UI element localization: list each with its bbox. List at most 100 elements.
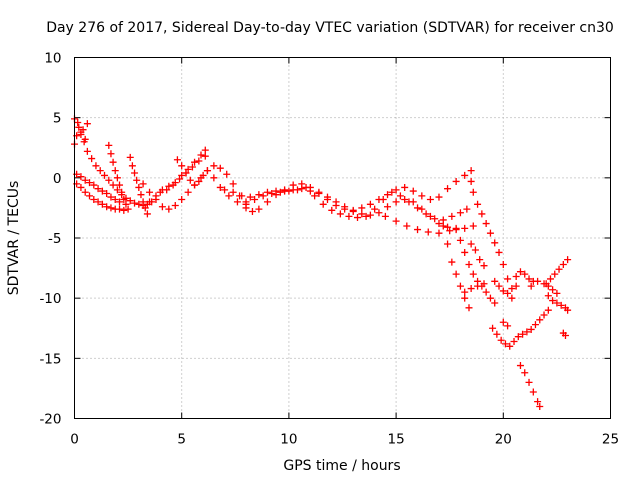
data-point-arc-11-1 [229, 188, 237, 196]
series-arc-20 [489, 306, 552, 350]
data-point-arc-8-0 [146, 198, 154, 206]
data-point-arc-7-5 [171, 202, 179, 210]
data-point-arc-10-36 [444, 223, 452, 231]
data-point-arc-10-5 [195, 177, 203, 185]
data-point-arc-10-34 [426, 212, 434, 220]
data-point-arc-10-35 [435, 220, 443, 228]
data-point-arc-3-2 [81, 176, 89, 184]
data-point-arc-12-12 [345, 212, 353, 220]
data-point-arc-11-16 [358, 204, 366, 212]
data-point-arc-25-1 [546, 275, 554, 283]
y-axis-label: SDTVAR / TECUs [6, 181, 22, 296]
data-point-arc-6-8 [143, 210, 151, 218]
data-point-arc-20-10 [531, 321, 539, 329]
data-point-arc-23-5 [553, 289, 561, 297]
data-point-arc-2-10 [116, 205, 124, 213]
data-point-arc-2-1 [77, 183, 85, 191]
data-point-arc-1-8 [101, 171, 109, 179]
data-point-arc-16-2 [476, 256, 484, 264]
data-point-arc-10-3 [186, 176, 194, 184]
data-point-arc-10-4 [191, 181, 199, 189]
data-point-arc-13-2 [403, 222, 411, 230]
series-arc-9 [156, 152, 209, 196]
data-point-arc-19-3 [504, 289, 512, 297]
data-point-arc-6-4 [135, 183, 143, 191]
data-point-arc-11-15 [349, 206, 357, 214]
data-point-arc-17-3 [480, 280, 488, 288]
data-point-arc-11-7 [281, 186, 289, 194]
data-point-arc-12-10 [328, 206, 336, 214]
data-point-arc-15-3 [465, 260, 473, 268]
data-point-arc-19-0 [491, 277, 499, 285]
data-point-arc-19-1 [495, 282, 503, 290]
data-point-arc-15-2 [461, 248, 469, 256]
data-point-arc-1-16 [135, 200, 143, 208]
data-point-arc-5-4 [113, 174, 121, 182]
data-series [71, 115, 572, 410]
series-arc-16 [467, 240, 488, 270]
data-point-arc-27-1 [561, 331, 569, 339]
series-arc-14 [439, 222, 473, 312]
data-point-arc-11-17 [366, 200, 374, 208]
chart-title: Day 276 of 2017, Sidereal Day-to-day VTE… [46, 20, 614, 36]
data-point-arc-1-10 [109, 181, 117, 189]
data-point-arc-11-9 [298, 180, 306, 188]
x-axis-label: GPS time / hours [283, 458, 400, 474]
data-point-arc-11-21 [401, 183, 409, 191]
data-point-arc-4-2 [75, 123, 83, 131]
data-point-arc-13-5 [435, 229, 443, 237]
data-point-arc-15-4 [469, 270, 477, 278]
data-point-arc-18-5 [486, 229, 494, 237]
data-point-arc-6-0 [126, 153, 134, 161]
data-point-arc-14-2 [448, 258, 456, 266]
data-point-arc-9-3 [176, 175, 184, 183]
data-point-arc-11-27 [452, 177, 460, 185]
data-point-arc-12-23 [439, 216, 447, 224]
x-tick-label: 20 [495, 432, 512, 448]
data-point-arc-2-5 [94, 198, 102, 206]
data-point-arc-11-12 [323, 195, 331, 203]
data-point-arc-11-13 [332, 202, 340, 210]
data-point-arc-20-0 [489, 324, 497, 332]
data-point-arc-10-27 [366, 211, 374, 219]
data-point-arc-3-6 [98, 187, 106, 195]
data-point-arc-8-1 [152, 192, 160, 200]
data-point-arc-25-5 [564, 256, 572, 264]
data-point-arc-18-3 [478, 210, 486, 218]
y-tick-label: -10 [39, 291, 61, 307]
data-point-arc-13-6 [446, 227, 454, 235]
x-tick-label: 15 [388, 432, 405, 448]
data-point-arc-10-15 [263, 198, 271, 206]
data-point-arc-22-0 [512, 273, 520, 281]
data-point-arc-12-0 [242, 198, 250, 206]
y-tick-label: 5 [53, 111, 62, 127]
data-point-arc-15-7 [482, 288, 490, 296]
data-point-arc-20-6 [514, 333, 522, 341]
data-point-arc-2-3 [86, 192, 94, 200]
data-point-arc-25-4 [559, 260, 567, 268]
data-point-arc-10-12 [242, 204, 250, 212]
data-point-arc-11-11 [315, 188, 323, 196]
data-point-arc-10-1 [178, 162, 186, 170]
data-point-arc-12-6 [293, 186, 301, 194]
series-arc-15 [452, 224, 499, 307]
series-arc-3 [73, 170, 124, 206]
data-point-arc-7-0 [139, 180, 147, 188]
data-point-arc-5-0 [105, 141, 113, 149]
data-point-arc-11-19 [384, 191, 392, 199]
data-point-arc-9-6 [195, 157, 203, 165]
data-point-arc-3-4 [90, 181, 98, 189]
data-point-arc-12-20 [414, 204, 422, 212]
data-point-arc-7-4 [165, 205, 173, 213]
data-point-arc-15-0 [452, 224, 460, 232]
data-point-arc-12-15 [371, 205, 379, 213]
data-point-arc-2-4 [90, 195, 98, 203]
data-point-arc-12-11 [336, 210, 344, 218]
data-point-arc-24-3 [529, 388, 537, 396]
data-point-arc-11-26 [444, 185, 452, 193]
data-point-arc-12-26 [463, 205, 471, 213]
data-point-arc-12-4 [276, 188, 284, 196]
series-arc-27 [559, 329, 569, 339]
data-point-arc-18-11 [512, 282, 520, 290]
